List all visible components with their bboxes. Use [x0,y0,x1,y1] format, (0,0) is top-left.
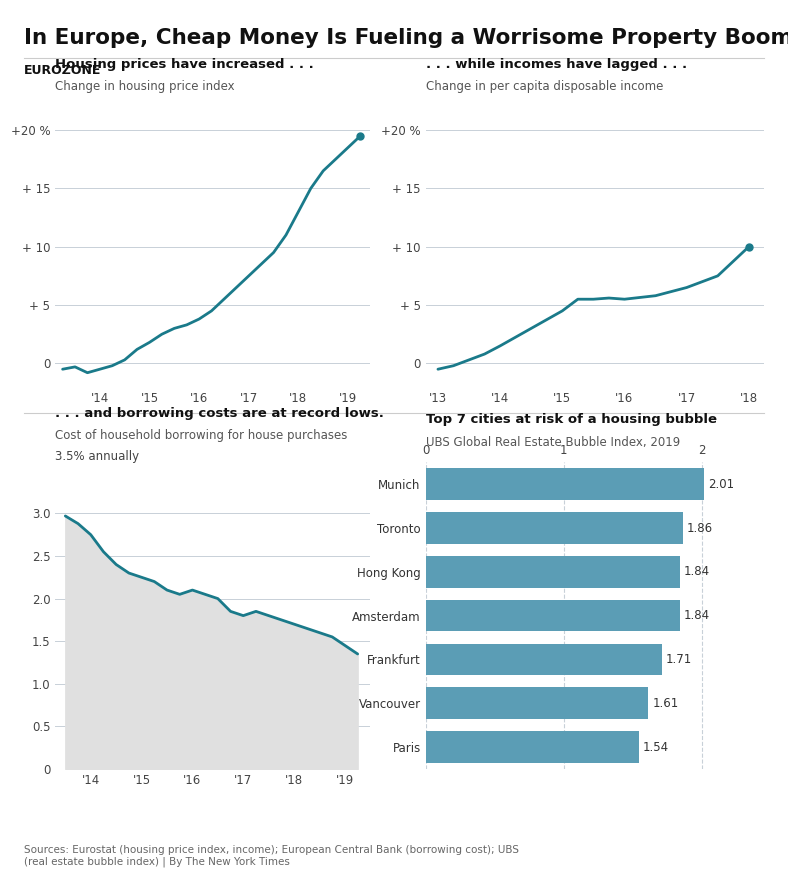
Text: EUROZONE: EUROZONE [24,64,101,77]
Text: Housing prices have increased . . .: Housing prices have increased . . . [55,58,314,71]
Text: Cost of household borrowing for house purchases: Cost of household borrowing for house pu… [55,429,348,443]
Text: 1.86: 1.86 [687,522,713,534]
Bar [426,469,704,500]
Text: . . . and borrowing costs are at record lows.: . . . and borrowing costs are at record … [55,407,384,420]
Bar [426,512,682,544]
Bar [426,687,649,719]
Text: Change in per capita disposable income: Change in per capita disposable income [426,80,663,93]
Text: 1.71: 1.71 [666,653,693,666]
Text: 1.84: 1.84 [684,609,710,622]
Text: 3.5% annually: 3.5% annually [55,450,139,463]
Text: 1.84: 1.84 [684,565,710,579]
Text: . . . while incomes have lagged . . .: . . . while incomes have lagged . . . [426,58,686,71]
Bar [426,644,662,676]
Text: Change in housing price index: Change in housing price index [55,80,235,93]
Text: 1.61: 1.61 [652,697,678,709]
Text: In Europe, Cheap Money Is Fueling a Worrisome Property Boom: In Europe, Cheap Money Is Fueling a Worr… [24,28,788,48]
Text: Sources: Eurostat (housing price index, income); European Central Bank (borrowin: Sources: Eurostat (housing price index, … [24,845,519,867]
Bar [426,732,638,763]
Bar [426,600,680,631]
Text: 1.54: 1.54 [643,741,669,754]
Text: Top 7 cities at risk of a housing bubble: Top 7 cities at risk of a housing bubble [426,413,716,427]
Bar [426,556,680,588]
Text: 2.01: 2.01 [708,477,734,491]
Text: UBS Global Real Estate Bubble Index, 2019: UBS Global Real Estate Bubble Index, 201… [426,436,680,449]
